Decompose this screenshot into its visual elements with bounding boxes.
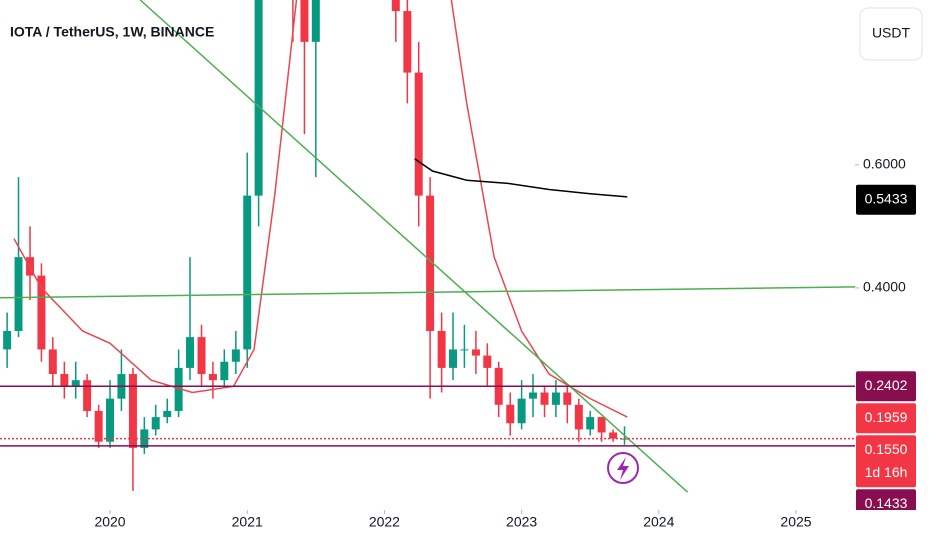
- candle-body: [586, 417, 595, 430]
- candle-body: [414, 72, 423, 196]
- price-tag: [856, 403, 916, 434]
- overlay-line: [13, 0, 628, 418]
- x-tick-label: 2020: [94, 514, 125, 530]
- price-tag: [856, 184, 916, 215]
- x-tick-label: 2021: [232, 514, 263, 530]
- time-axis: [0, 510, 932, 550]
- candle-body: [483, 355, 492, 368]
- candle-body: [437, 330, 446, 368]
- candle-body: [540, 392, 549, 405]
- candle-body: [48, 349, 57, 375]
- price-tag-label: 0.1433: [865, 495, 908, 511]
- candle-body: [529, 392, 537, 399]
- price-tag-label: 0.2402: [865, 377, 908, 393]
- candle-body: [71, 380, 80, 387]
- candle-body: [311, 0, 320, 42]
- plot-area: [0, 0, 855, 493]
- candle-body: [208, 374, 217, 381]
- price-tag-label: 0.5433: [865, 190, 908, 206]
- candle-body: [460, 349, 469, 351]
- overlay-line: [0, 286, 855, 299]
- candle-body: [14, 257, 23, 331]
- candle-body: [231, 349, 240, 362]
- overlay-line: [139, 0, 689, 493]
- candle-body: [403, 11, 412, 73]
- candle-body: [449, 349, 458, 368]
- lightning-icon[interactable]: [607, 452, 639, 484]
- x-tick-label: 2024: [643, 514, 674, 530]
- candle-body: [94, 410, 103, 442]
- candle-body: [186, 337, 195, 368]
- candle-body: [197, 337, 206, 375]
- y-tick-label: 0.6000: [863, 156, 906, 172]
- x-tick-label: 2025: [780, 514, 811, 530]
- candle-body: [300, 0, 309, 42]
- overlay-line: [414, 158, 628, 198]
- candle-body: [3, 330, 12, 350]
- candle-body: [391, 0, 400, 12]
- candle-body: [128, 374, 137, 448]
- price-axis: 0.6000 0.4000 0.5433 0.2402 0.1959 0.1550 1d 1…: [855, 156, 916, 520]
- candle-body: [151, 417, 160, 430]
- countdown: 1d 16h: [865, 464, 908, 480]
- candle-body: [471, 349, 480, 356]
- candle-body: [563, 392, 572, 405]
- price-tag-label: 0.1550: [865, 441, 908, 457]
- candle-body: [609, 432, 618, 439]
- candle-body: [83, 380, 92, 411]
- candle-body: [220, 361, 229, 381]
- currency-label[interactable]: USDT: [872, 25, 911, 41]
- candle-body: [551, 392, 560, 405]
- candle-body: [163, 410, 172, 418]
- y-tick-label: 0.4000: [863, 279, 906, 295]
- candle-body: [597, 417, 606, 433]
- candle-body: [243, 195, 252, 350]
- chart-title: IOTA / TetherUS, 1W, BINANCE: [10, 24, 214, 40]
- candle-body: [37, 275, 46, 350]
- currency-button[interactable]: [859, 7, 923, 61]
- candle-body: [506, 404, 515, 424]
- candle-body: [106, 398, 115, 442]
- price-tag: [856, 435, 916, 488]
- candle-body: [517, 398, 526, 424]
- price-tag-label: 0.1959: [865, 409, 908, 425]
- candle-body: [254, 0, 263, 196]
- x-tick-label: 2023: [506, 514, 537, 530]
- price-tag: [856, 371, 916, 402]
- candle-body: [174, 367, 183, 411]
- candle-body: [60, 374, 69, 387]
- candle-body: [426, 195, 435, 331]
- candle-body: [574, 404, 583, 430]
- x-tick-label: 2022: [369, 514, 400, 530]
